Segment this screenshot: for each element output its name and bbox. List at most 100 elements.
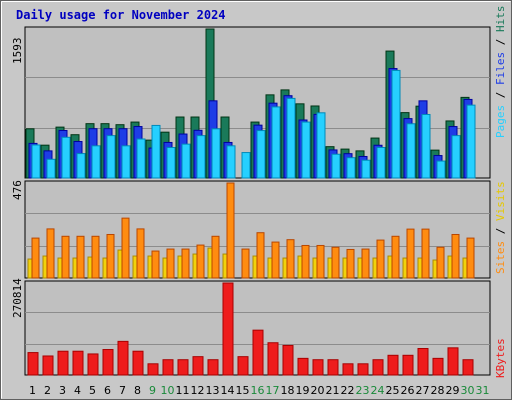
pages-bar-day-5	[91, 145, 101, 179]
sites-bar-day-22	[346, 248, 355, 279]
kbytes-bar-day-25	[387, 354, 399, 376]
sites-bar-day-14	[226, 182, 235, 279]
kbytes-bar-day-23	[357, 363, 369, 376]
sites-bar-day-5	[91, 235, 100, 279]
pages-bar-day-26	[406, 123, 416, 179]
day-label-12: 12	[191, 384, 205, 397]
pages-bar-day-15	[241, 152, 251, 179]
day-label-3: 3	[59, 384, 66, 397]
sites-bar-day-7	[121, 217, 130, 279]
kbytes-max-label: 270814	[11, 278, 24, 318]
sites-bar-day-8	[136, 228, 145, 279]
pages-bar-day-18	[286, 97, 296, 179]
day-label-24: 24	[371, 384, 385, 397]
pages-bar-day-22	[346, 157, 356, 179]
sites-bar-day-4	[76, 235, 85, 279]
sites-bar-day-17	[271, 241, 280, 279]
sites-bar-day-27	[421, 228, 430, 279]
sites-bar-day-23	[361, 248, 370, 279]
pages-bar-day-10	[166, 147, 176, 179]
kbytes-bar-day-18	[282, 344, 294, 376]
legend-files: Files	[494, 51, 507, 85]
sites-bar-day-3	[61, 235, 70, 279]
sites-bar-day-9	[151, 250, 160, 279]
kbytes-bar-day-10	[162, 359, 174, 376]
day-label-26: 26	[401, 384, 415, 397]
day-label-18: 18	[281, 384, 295, 397]
day-label-7: 7	[119, 384, 126, 397]
kbytes-bar-day-9	[147, 363, 159, 376]
sites-bar-day-11	[181, 248, 190, 279]
sites-bar-day-16	[256, 232, 265, 279]
sites-bar-day-19	[301, 244, 310, 279]
kbytes-bar-day-2	[42, 355, 54, 376]
day-label-10: 10	[161, 384, 175, 397]
kbytes-bar-day-12	[192, 356, 204, 376]
kbytes-bar-day-4	[72, 350, 84, 376]
visits-max-label: 476	[11, 180, 24, 200]
kbytes-bar-day-11	[177, 359, 189, 376]
legend-visits: Visits	[494, 181, 507, 221]
hits-max-label: 1593	[11, 37, 24, 65]
pages-bar-day-30	[466, 104, 476, 179]
pages-bar-day-14	[226, 145, 236, 179]
sites-bar-day-21	[331, 246, 340, 279]
sites-bar-day-20	[316, 244, 325, 279]
kbytes-bar-day-20	[312, 359, 324, 376]
pages-bar-day-1	[31, 144, 41, 179]
pages-bar-day-9	[151, 124, 161, 179]
hits-files-pages-panel	[24, 26, 491, 179]
pages-bar-day-21	[331, 153, 341, 179]
hits-legend: Pages / Files / Hits	[494, 6, 507, 139]
day-label-5: 5	[89, 384, 96, 397]
day-label-1: 1	[29, 384, 36, 397]
legend-kbytes: KBytes	[494, 338, 507, 378]
day-axis-labels: 1 2 3 4 5 6 7 8 9 10 11 12 13 14 15 16 17 18 19 20 21 22 23 24 2…	[29, 384, 490, 397]
kbytes-bar-day-15	[237, 356, 249, 376]
sites-bar-day-25	[391, 235, 400, 279]
sites-visits-panel	[24, 180, 491, 279]
kbytes-bar-day-21	[327, 359, 339, 376]
day-label-11: 11	[176, 384, 190, 397]
day-label-16: 16	[251, 384, 265, 397]
kbytes-bar-day-26	[402, 354, 414, 376]
kbytes-bar-day-24	[372, 359, 384, 376]
sites-bar-day-2	[46, 228, 55, 279]
pages-bar-day-27	[421, 113, 431, 179]
day-label-25: 25	[386, 384, 400, 397]
day-label-9: 9	[149, 384, 156, 397]
day-label-15: 15	[236, 384, 250, 397]
sites-bar-day-15	[241, 248, 250, 279]
pages-bar-day-23	[361, 159, 371, 179]
kbytes-bar-day-6	[102, 349, 114, 376]
pages-bar-day-12	[196, 135, 206, 179]
kbytes-bar-day-30	[462, 359, 474, 376]
kbytes-bar-day-5	[87, 353, 99, 376]
legend-pages: Pages	[494, 104, 507, 138]
day-label-19: 19	[296, 384, 310, 397]
sites-bar-day-30	[466, 237, 475, 279]
sites-bar-day-1	[31, 237, 40, 279]
pages-bar-day-2	[46, 158, 56, 179]
legend-sites: Sites	[494, 240, 507, 274]
visits-legend: Sites / Visits	[494, 181, 507, 274]
day-label-30: 30	[461, 384, 475, 397]
kbytes-bar-day-19	[297, 357, 309, 376]
pages-bar-day-19	[301, 121, 311, 179]
kbytes-bar-day-1	[27, 352, 39, 376]
day-label-21: 21	[326, 384, 340, 397]
pages-bar-day-13	[211, 128, 221, 179]
pages-bar-day-16	[256, 130, 266, 179]
pages-bar-day-20	[316, 112, 326, 179]
kbytes-bar-day-27	[417, 348, 429, 376]
day-label-28: 28	[431, 384, 445, 397]
chart-title: Daily usage for November 2024	[16, 8, 226, 22]
day-label-17: 17	[266, 384, 280, 397]
kbytes-bar-day-29	[447, 347, 459, 376]
pages-bar-day-28	[436, 160, 446, 179]
sites-bar-day-29	[451, 233, 460, 279]
sites-bar-day-28	[436, 246, 445, 279]
day-label-31: 31	[476, 384, 490, 397]
